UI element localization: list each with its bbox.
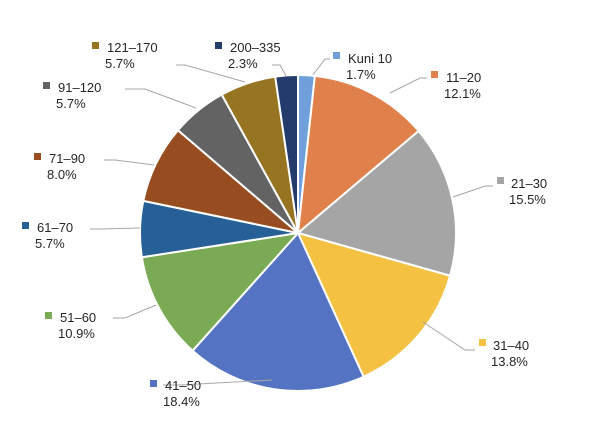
slice-value-label: 5.7% [105,56,135,71]
slice-value-label: 8.0% [47,167,77,182]
leader-line [422,321,475,351]
pie-slice-51–60 [140,231,301,353]
leader-line [312,58,330,76]
slice-label: 71–90 [49,151,85,166]
leader-line [125,88,197,109]
slice-value-label: 15.5% [509,192,546,207]
label-marker [22,222,29,229]
pie-slice-31–40 [296,231,452,379]
leader-line [272,64,287,77]
pie-slice-41–50 [191,231,365,392]
slice-value-label: 5.7% [56,96,86,111]
label-marker [92,42,99,49]
leader-line [389,77,427,94]
slice-value-label: 13.8% [491,354,528,369]
label-marker [215,42,222,49]
slice-label: 200–335 [230,40,281,55]
leader-line [90,227,141,230]
slice-label: 41–50 [165,378,201,393]
label-marker [45,312,52,319]
label-marker [150,380,157,387]
leader-line [452,185,493,198]
leader-line [113,304,157,319]
leader-lines [90,58,493,386]
slice-label: 51–60 [60,310,96,325]
slice-value-label: 2.3% [228,56,258,71]
label-marker [43,82,50,89]
label-marker [479,339,486,346]
leader-line [104,159,155,166]
slice-label: Kuni 10 [348,51,392,66]
pie-slice-200–335 [274,73,299,234]
slice-value-label: 12.1% [444,86,481,101]
slice-value-label: 5.7% [35,236,65,251]
label-marker [431,71,438,78]
pie-slice-11–20 [296,74,421,236]
slice-value-label: 10.9% [58,326,95,341]
slice-label: 91–120 [58,80,101,95]
slice-label: 21–30 [511,176,547,191]
slice-value-label: 18.4% [163,394,200,409]
label-marker [497,177,504,184]
leader-line [176,64,246,83]
slice-value-label: 1.7% [346,67,376,82]
slice-label: 121–170 [107,40,158,55]
slice-label: 61–70 [37,220,73,235]
label-marker [34,153,41,160]
pie-slice-21–30 [295,129,457,277]
slice-label: 31–40 [493,338,529,353]
pie-slices [139,73,457,392]
slice-label: 11–20 [446,70,481,85]
label-marker [333,52,340,59]
leader-line [163,379,273,386]
